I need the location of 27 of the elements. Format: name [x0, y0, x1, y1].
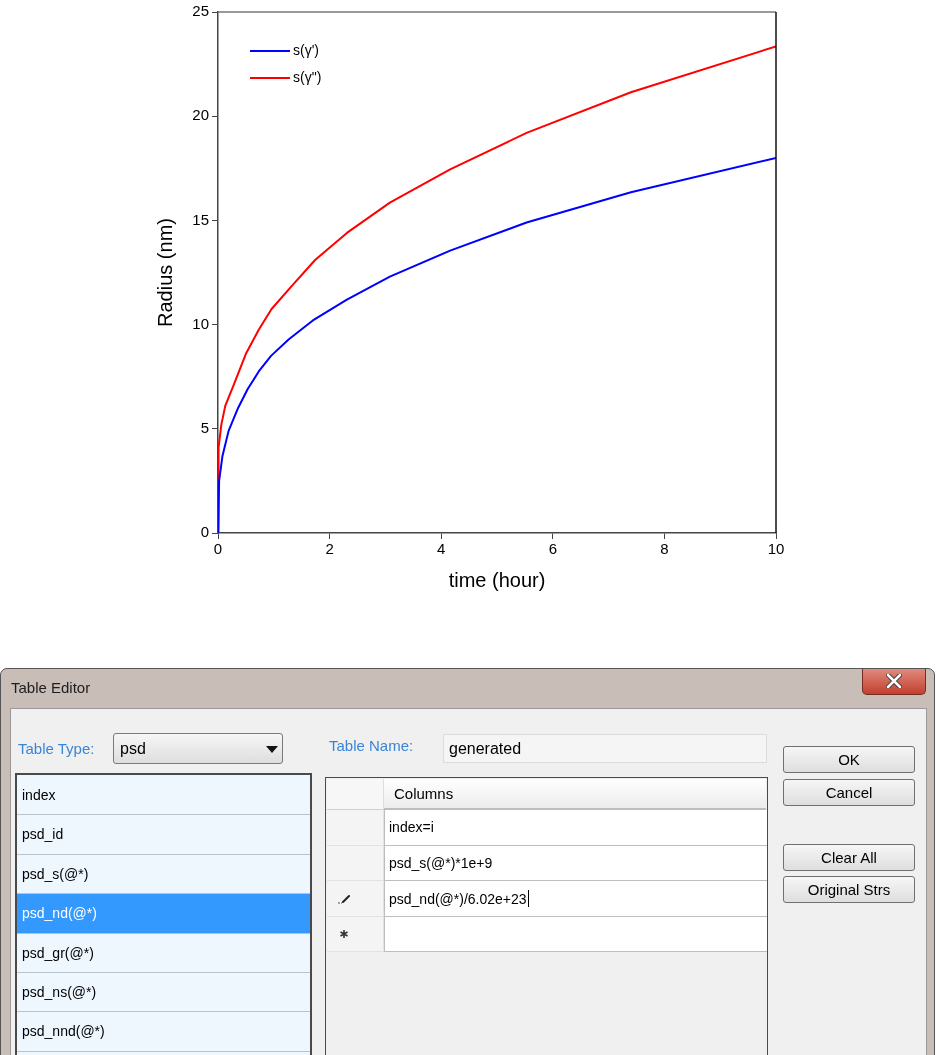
- x-tick-label: 4: [437, 540, 446, 558]
- data-grid: Columns index=i psd_s(@*)*1e+9 psd_nd(@*)/6.02e+23: [325, 777, 768, 1055]
- text: Table Type:: [18, 740, 95, 757]
- y-tick-label: 10: [192, 314, 209, 332]
- y-axis-title: Radius (nm): [153, 218, 176, 327]
- y-tick-label: 20: [192, 106, 209, 124]
- y-tick-label: 0: [200, 523, 209, 541]
- legend-label: s(γ"): [293, 68, 322, 85]
- y-tick-label: 25: [192, 2, 209, 20]
- x-axis-title: time (hour): [448, 568, 546, 591]
- button: Cancel: [783, 779, 915, 806]
- x-tick-label: 0: [213, 540, 223, 558]
- legend-label: s(γ'): [293, 41, 319, 58]
- x-tick-label: 2: [325, 540, 334, 558]
- text-field: generated: [443, 734, 767, 763]
- x-tick-label: 6: [548, 540, 557, 558]
- button: OK: [783, 746, 915, 773]
- dropdown: psd: [113, 733, 283, 764]
- button: Clear All: [783, 844, 915, 871]
- x-tick-label: 8: [660, 540, 669, 558]
- x-tick-label: 10: [767, 540, 785, 558]
- text: Table Editor: [11, 679, 91, 696]
- y-tick-label: 15: [192, 210, 209, 228]
- y-tick-label: 5: [200, 418, 209, 436]
- list-box: index psd_id psd_s(@*) psd_nd(@*) psd_gr(@*) psd_ns(@*) psd_nnd(@*): [15, 773, 312, 1055]
- text: Table Name:: [329, 737, 414, 754]
- button: Original Strs: [783, 876, 915, 903]
